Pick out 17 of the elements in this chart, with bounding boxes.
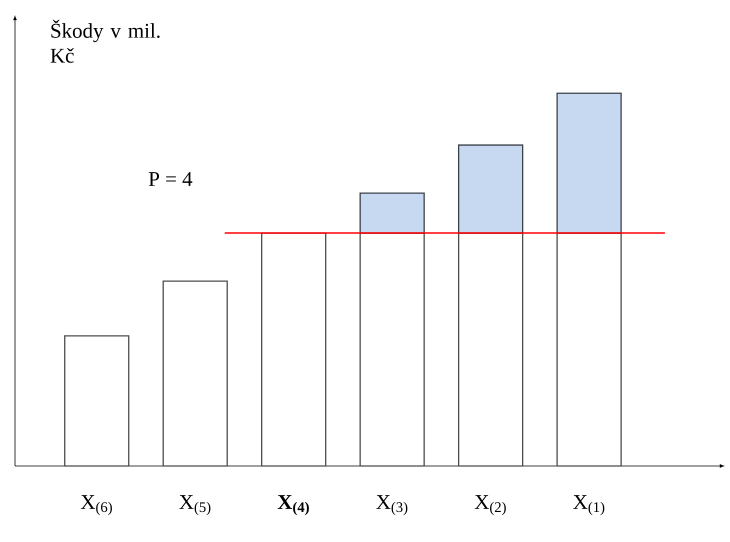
bar: [162, 280, 228, 467]
annotation: P = 4: [148, 172, 192, 186]
bar: [556, 232, 622, 467]
bar: [360, 192, 425, 234]
bar: [261, 232, 326, 467]
bar: [556, 92, 622, 234]
bar: [64, 335, 130, 467]
category-label: X$_{(4)}$: [278, 495, 309, 516]
bar: [360, 232, 425, 467]
x-tick-label: X$_{(5)}$: [179, 495, 210, 516]
x-tick-label: X$_{(2)}$: [474, 495, 506, 516]
x-tick-label: X$_{(6)}$: [80, 495, 112, 516]
bar: [458, 232, 524, 467]
x-tick-label: X$_{(1)}$: [573, 495, 604, 516]
y-axis-title: Škody v mil. Kč: [50, 20, 160, 63]
x-tick-label: X$_{(3)}$: [376, 495, 408, 516]
bar: [458, 144, 524, 234]
